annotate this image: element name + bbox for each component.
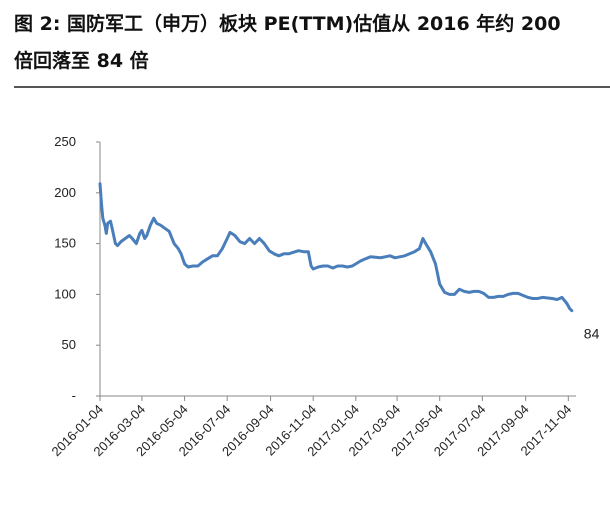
chart-axes	[99, 142, 576, 397]
figure-title-line-2: 倍回落至 84 倍	[14, 50, 149, 72]
figure-title: 图 2: 国防军工（申万）板块 PE(TTM)估值从 2016 年约 200 倍…	[14, 6, 604, 80]
y-tick-label: 100	[54, 286, 76, 301]
y-tick-label: 250	[54, 134, 76, 149]
figure-title-line-1: 图 2: 国防军工（申万）板块 PE(TTM)估值从 2016 年约 200	[14, 13, 561, 35]
chart-svg: - 50 100 150 200 250 2016-01-042016-03-042016…	[48, 134, 600, 459]
end-value-label: 84	[584, 326, 600, 342]
chart-series	[98, 182, 574, 313]
y-tick-label: 200	[54, 185, 76, 200]
y-tick-label: -	[72, 388, 76, 403]
y-axis-ticks: - 50 100 150 200 250	[54, 134, 100, 403]
title-divider	[14, 86, 610, 88]
pe-ttm-series-line	[98, 182, 574, 313]
y-tick-label: 50	[62, 337, 76, 352]
pe-ttm-line-chart: - 50 100 150 200 250 2016-01-04 2016-03-04 2016…	[0, 120, 610, 506]
y-tick-label: 150	[54, 236, 76, 251]
x-axis-ticks: 2016-01-042016-03-042016-05-042016-07-04…	[48, 396, 574, 459]
